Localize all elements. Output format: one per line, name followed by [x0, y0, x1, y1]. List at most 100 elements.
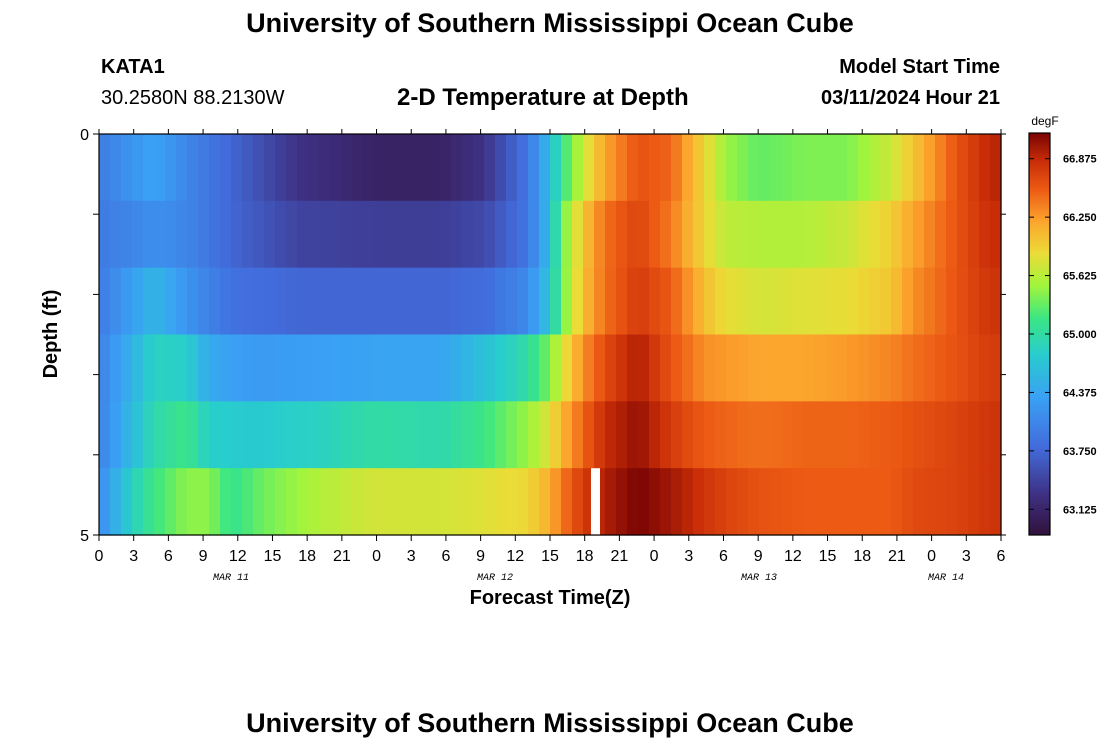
heatmap-cell	[836, 134, 848, 202]
heatmap-cell	[759, 468, 771, 536]
heatmap-cell	[187, 334, 199, 402]
heatmap-cell	[165, 200, 177, 269]
heatmap-cell	[935, 334, 947, 402]
heatmap-cell	[759, 267, 771, 336]
heatmap-cell	[539, 200, 551, 269]
heatmap-cell	[770, 401, 782, 469]
heatmap-cell	[462, 334, 474, 402]
heatmap-cell	[374, 200, 386, 269]
heatmap-cell	[990, 334, 1002, 402]
heatmap-cell	[396, 200, 408, 269]
heatmap-cell	[891, 334, 903, 402]
heatmap-cell	[583, 468, 595, 536]
heatmap-cell	[132, 401, 144, 469]
heatmap-cell	[913, 200, 925, 269]
date-label: MAR 11	[213, 573, 249, 584]
heatmap-cell	[583, 334, 595, 402]
colorbar-tick-label: 64.375	[1063, 387, 1097, 399]
heatmap-cell	[627, 267, 639, 336]
heatmap-cell	[671, 200, 683, 269]
heatmap-cell	[528, 468, 540, 536]
heatmap-cell	[561, 200, 573, 269]
heatmap-cell	[979, 468, 991, 536]
heatmap-cell	[176, 267, 188, 336]
heatmap-cell	[792, 401, 804, 469]
x-tick-label: 6	[441, 548, 450, 565]
heatmap-cell	[429, 134, 441, 202]
heatmap-cell	[715, 468, 727, 536]
heatmap-cell	[407, 334, 419, 402]
x-tick-label: 3	[962, 548, 971, 565]
heatmap-cell	[176, 401, 188, 469]
heatmap-cell	[308, 134, 320, 202]
heatmap-cell	[451, 468, 463, 536]
heatmap-cell	[132, 267, 144, 336]
heatmap-cell	[429, 200, 441, 269]
heatmap-cell	[935, 267, 947, 336]
heatmap-cell	[407, 134, 419, 202]
heatmap-cell	[440, 401, 452, 469]
heatmap-cell	[957, 401, 969, 469]
heatmap-cell	[187, 401, 199, 469]
heatmap-cell	[737, 468, 749, 536]
heatmap-cell	[561, 267, 573, 336]
heatmap-cell	[363, 267, 375, 336]
heatmap-cell	[594, 267, 606, 336]
heatmap-cell	[198, 134, 210, 202]
heatmap-cell	[880, 468, 892, 536]
heatmap-cell	[209, 468, 221, 536]
heatmap-cell	[781, 200, 793, 269]
heatmap-cell	[495, 134, 507, 202]
heatmap-cell	[781, 334, 793, 402]
heatmap-cell	[550, 468, 562, 536]
heatmap-cell	[583, 267, 595, 336]
heatmap-cell	[528, 134, 540, 202]
heatmap-cell	[154, 401, 166, 469]
heatmap-cell	[924, 468, 936, 536]
heatmap-cell	[187, 468, 199, 536]
heatmap-cell	[627, 468, 639, 536]
heatmap-cell	[165, 334, 177, 402]
heatmap-cell	[396, 334, 408, 402]
heatmap-cell	[385, 401, 397, 469]
heatmap-cell	[990, 468, 1002, 536]
heatmap-cell	[165, 134, 177, 202]
heatmap-cell	[143, 134, 155, 202]
x-tick-label: 18	[298, 548, 316, 565]
heatmap-cell	[352, 267, 364, 336]
heatmap-cell	[605, 468, 617, 536]
heatmap-cell	[341, 267, 353, 336]
heatmap-cell	[121, 334, 133, 402]
heatmap-cell	[440, 468, 452, 536]
x-tick-label: 6	[719, 548, 728, 565]
heatmap-cell	[990, 267, 1002, 336]
heatmap-cell	[759, 134, 771, 202]
heatmap-cell	[297, 401, 309, 469]
heatmap-cell	[451, 134, 463, 202]
heatmap-cell	[275, 267, 287, 336]
heatmap-cell	[660, 468, 672, 536]
heatmap-cell	[583, 200, 595, 269]
heatmap-cell	[902, 334, 914, 402]
heatmap-cell	[242, 267, 254, 336]
heatmap-cell	[473, 334, 485, 402]
heatmap-cell	[979, 200, 991, 269]
heatmap-cell	[924, 200, 936, 269]
heatmap-cell	[957, 468, 969, 536]
heatmap-cell	[451, 334, 463, 402]
heatmap-cell	[968, 468, 980, 536]
heatmap-cell	[583, 401, 595, 469]
heatmap-cell	[220, 334, 232, 402]
heatmap-cell	[539, 334, 551, 402]
date-label: MAR 14	[928, 573, 964, 584]
heatmap-cell	[341, 134, 353, 202]
heatmap-cell	[121, 401, 133, 469]
heatmap-cell	[836, 200, 848, 269]
heatmap-cell	[979, 401, 991, 469]
heatmap-cell	[165, 267, 177, 336]
heatmap-cell	[825, 401, 837, 469]
heatmap-cell	[594, 134, 606, 202]
heatmap-cell	[583, 134, 595, 202]
heatmap-cell	[374, 267, 386, 336]
x-tick-label: 6	[164, 548, 173, 565]
